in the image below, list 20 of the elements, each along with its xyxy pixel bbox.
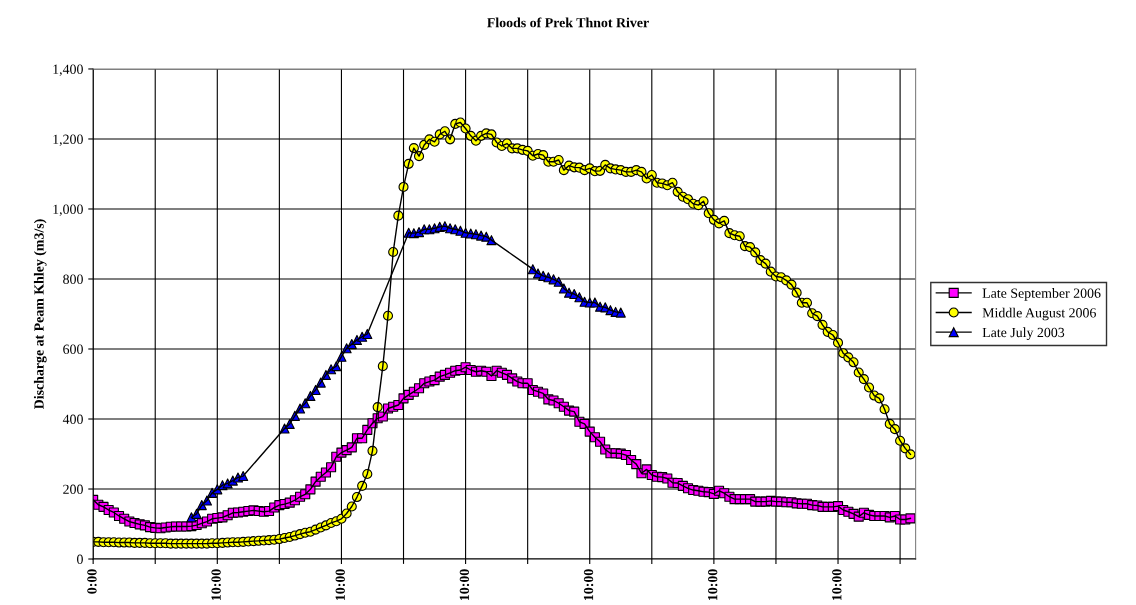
legend-label: Middle August 2006 [982, 307, 1096, 321]
y-tick-label: 1,400 [53, 64, 83, 76]
legend-label: Late July 2003 [982, 327, 1065, 340]
y-axis-title: Discharge at Peam Khley (m3/s) [33, 219, 47, 410]
y-tick-label: 1,000 [53, 204, 83, 216]
x-tick-label: 10:00 [459, 569, 470, 601]
chart-title: Floods of Prek Thnot River [487, 17, 649, 28]
x-tick-label: 10:00 [335, 569, 345, 601]
y-tick-label: 1,200 [53, 134, 83, 146]
x-tick-label: 10:00 [211, 569, 221, 601]
y-tick-label: 400 [62, 414, 83, 424]
y-tick-label: 800 [63, 274, 83, 284]
y-tick-label: 0 [77, 554, 83, 564]
y-tick-label: 600 [63, 344, 83, 354]
x-tick-label: 10:00 [583, 569, 594, 601]
x-tick-label: 0:00 [87, 569, 97, 594]
x-tick-label: 10:00 [832, 569, 842, 601]
x-tick-label: 10:00 [707, 569, 718, 601]
legend-label: Late September 2006 [982, 288, 1101, 301]
y-tick-label: 200 [63, 484, 83, 494]
